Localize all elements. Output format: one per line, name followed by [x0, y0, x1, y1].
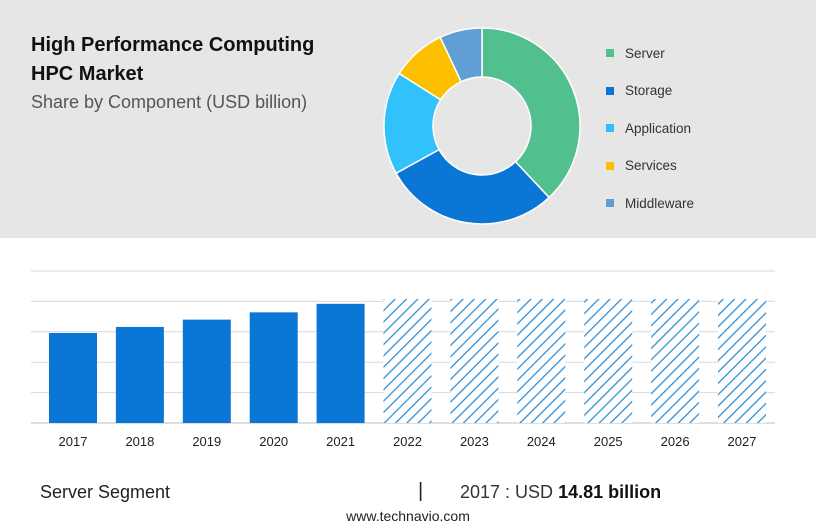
x-tick-label: 2024 [527, 434, 556, 449]
legend-swatch [606, 49, 614, 57]
legend-label: Services [625, 158, 677, 173]
legend-swatch [606, 199, 614, 207]
x-tick-label: 2022 [393, 434, 422, 449]
x-tick-label: 2023 [460, 434, 489, 449]
forecast-bar-2022 [383, 298, 432, 423]
segment-value: 2017 : USD 14.81 billion [460, 482, 661, 503]
legend-swatch [606, 86, 614, 95]
x-tick-label: 2018 [125, 434, 154, 449]
bar-chart: 2017 2018 2019 2020 2021 2022 2023 2024 2025 2026… [31, 270, 775, 449]
x-tick-label: 2027 [728, 434, 757, 449]
legend-label: Server [625, 45, 665, 61]
x-tick-label: 2017 [59, 434, 88, 449]
legend-item-storage: Storage [606, 82, 694, 100]
forecast-bar-2024 [517, 298, 566, 423]
legend-item-application: Application [606, 119, 694, 137]
footer-separator: | [418, 480, 424, 502]
donut-slice-middleware [439, 27, 483, 83]
x-tick-label: 2021 [326, 434, 355, 449]
legend-label: Storage [625, 83, 673, 98]
chart-subtitle: Share by Component (USD billion) [31, 92, 308, 112]
legend-item-services: Services [606, 157, 694, 175]
donut-legend: Server Storage Application Services Middlewa… [606, 44, 694, 232]
forecast-bar-2023 [450, 298, 499, 423]
x-tick-label: 2019 [192, 434, 221, 449]
bar-2017 [49, 332, 97, 423]
legend-item-server: Server [606, 44, 694, 62]
bar-2019 [182, 319, 231, 423]
donut-slice-storage [395, 148, 551, 225]
forecast-bar-2026 [651, 298, 700, 423]
x-tick-label: 2020 [259, 434, 288, 449]
x-tick-label: 2026 [661, 434, 690, 449]
bar-2018 [115, 326, 164, 423]
forecast-bar-2025 [584, 298, 633, 423]
legend-item-middleware: Middleware [606, 194, 694, 212]
legend-label: Application [625, 120, 692, 136]
x-tick-label: 2025 [594, 434, 623, 449]
donut-chart [383, 27, 581, 225]
segment-value-amount: 14.81 billion [558, 482, 662, 502]
legend-label: Middleware [625, 195, 695, 211]
summary-panel: High Performance Computing HPC Market Sh… [0, 0, 816, 238]
donut-slice-server [481, 27, 581, 199]
bar-2020 [249, 312, 298, 423]
source-link[interactable]: www.technavio.com [346, 508, 470, 524]
segment-label: Server Segment [40, 482, 171, 502]
legend-swatch [606, 124, 614, 132]
forecast-bar-2027 [718, 298, 766, 423]
chart-title: High Performance Computing HPC Market [31, 34, 315, 85]
bar-2021 [316, 303, 365, 423]
segment-value-prefix: 2017 : USD [460, 482, 554, 502]
legend-swatch [606, 161, 614, 170]
